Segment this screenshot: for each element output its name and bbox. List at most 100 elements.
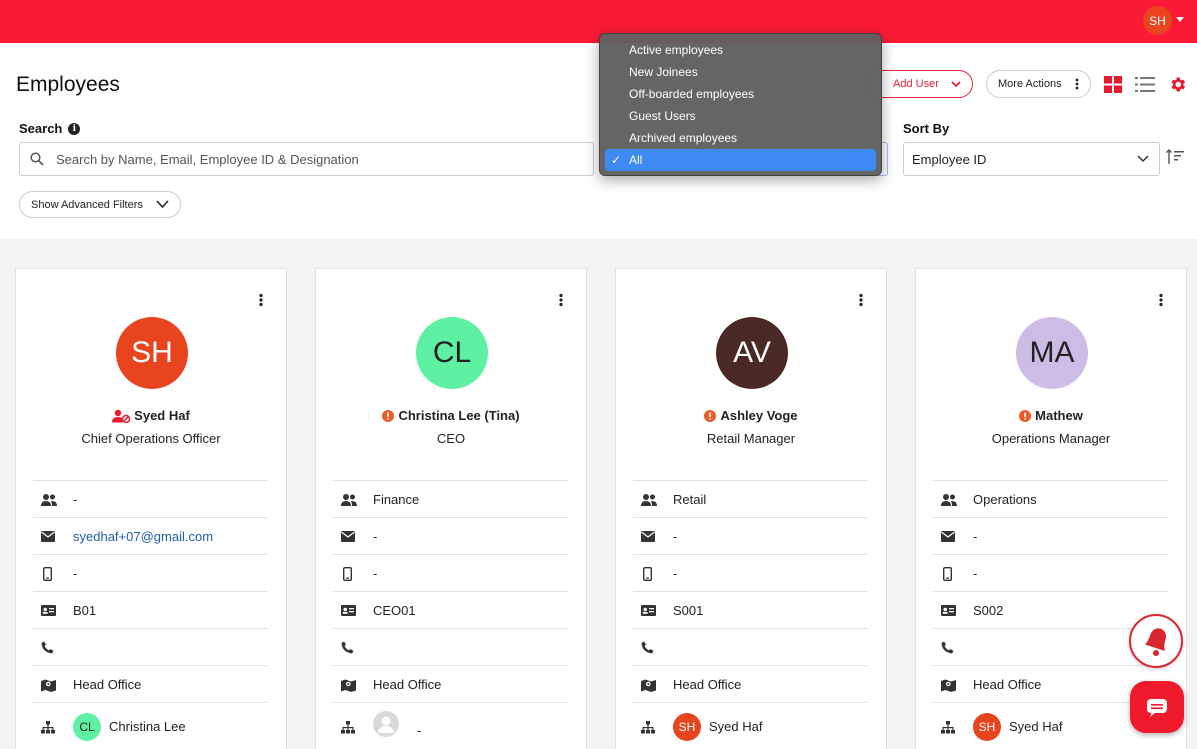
- email-row: -: [633, 517, 868, 554]
- notification-bell-button[interactable]: [1129, 614, 1183, 668]
- status-option[interactable]: ✓ All: [605, 149, 876, 171]
- manager-name[interactable]: Syed Haf: [709, 719, 763, 734]
- card-menu-icon[interactable]: [259, 293, 263, 307]
- phone-row: [933, 628, 1168, 665]
- mobile-icon: [42, 566, 57, 582]
- sort-by-select[interactable]: Employee ID: [903, 142, 1160, 176]
- employee-name[interactable]: Christina Lee (Tina): [398, 408, 520, 423]
- mobile-icon: [942, 566, 957, 582]
- status-option[interactable]: Active employees: [605, 39, 876, 61]
- department-value: Finance: [373, 491, 420, 507]
- department-row: Retail: [633, 480, 868, 517]
- status-option-label: New Joinees: [629, 65, 698, 79]
- manager-avatar-placeholder-icon: [373, 711, 399, 737]
- location-value: Head Office: [973, 676, 1042, 692]
- checkmark-icon: ✓: [611, 153, 622, 167]
- employee-designation: Retail Manager: [706, 431, 796, 446]
- email-row: -: [333, 517, 568, 554]
- email-value: -: [973, 528, 978, 544]
- employee-name-row[interactable]: Mathew: [916, 408, 1186, 423]
- manager-avatar[interactable]: SH: [673, 713, 701, 741]
- email-icon: [41, 530, 55, 544]
- location-row: Head Office: [633, 665, 868, 702]
- employee-status-dropdown: Active employees New Joinees Off-boarded e…: [599, 33, 882, 176]
- user-lock-icon: [112, 409, 131, 423]
- search-icon: [30, 152, 44, 166]
- card-menu-icon[interactable]: [859, 293, 863, 307]
- employee-details: Retail - - S001 Head Office SH Syed Haf: [633, 480, 868, 749]
- show-advanced-filters-button[interactable]: Show Advanced Filters: [19, 191, 181, 218]
- chevron-down-icon: [951, 81, 961, 88]
- info-icon[interactable]: i: [68, 122, 81, 135]
- employee-avatar[interactable]: AV: [716, 317, 788, 389]
- search-input[interactable]: [56, 143, 586, 175]
- employee-designation: Operations Manager: [991, 431, 1111, 446]
- mobile-value: -: [973, 565, 978, 581]
- email-icon: [341, 530, 355, 544]
- mobile-row: -: [333, 554, 568, 591]
- page-header: Employees Add User More Actions Search i…: [0, 43, 1197, 239]
- employee-card[interactable]: AV Ashley Voge Retail Manager Retail - -…: [615, 268, 887, 749]
- employee-name[interactable]: Ashley Voge: [720, 408, 798, 423]
- employee-avatar[interactable]: MA: [1016, 317, 1088, 389]
- employee-id-row: S002: [933, 591, 1168, 628]
- phone-row: [633, 628, 868, 665]
- employee-card[interactable]: MA Mathew Operations Manager Operations …: [915, 268, 1187, 749]
- employee-name-row[interactable]: Christina Lee (Tina): [316, 408, 586, 423]
- card-menu-icon[interactable]: [1159, 293, 1163, 307]
- user-avatar[interactable]: SH: [1143, 6, 1172, 35]
- chat-button[interactable]: [1130, 681, 1184, 733]
- search-field[interactable]: [19, 142, 594, 176]
- manager-avatar[interactable]: SH: [973, 713, 1001, 741]
- phone-row: [33, 628, 268, 665]
- search-label-text: Search: [19, 121, 63, 136]
- employee-details: Finance - - CEO01 Head Office -: [333, 480, 568, 749]
- gear-icon[interactable]: [1168, 75, 1187, 94]
- email-value[interactable]: syedhaf+07@gmail.com: [73, 528, 214, 544]
- status-option[interactable]: New Joinees: [605, 61, 876, 83]
- manager-row: CL Christina Lee: [33, 702, 268, 749]
- employee-details: - syedhaf+07@gmail.com - B01 Head Office…: [33, 480, 268, 749]
- employee-id-row: S001: [633, 591, 868, 628]
- more-actions-button[interactable]: More Actions: [986, 70, 1091, 98]
- user-menu-caret-icon[interactable]: [1176, 17, 1184, 22]
- employee-id-value: S001: [673, 602, 704, 618]
- org-chart-icon: [941, 721, 955, 735]
- employee-avatar[interactable]: SH: [116, 317, 188, 389]
- phone-icon: [641, 641, 655, 655]
- employee-name-row[interactable]: Syed Haf: [16, 408, 286, 423]
- status-option-label: Off-boarded employees: [629, 87, 755, 101]
- search-label: Search i: [19, 121, 81, 136]
- alert-icon: [382, 409, 395, 422]
- employee-designation: CEO: [436, 431, 466, 446]
- manager-name[interactable]: Syed Haf: [1009, 719, 1063, 734]
- id-card-icon: [341, 604, 356, 618]
- add-user-button[interactable]: Add User: [865, 70, 973, 98]
- advanced-filters-label: Show Advanced Filters: [31, 198, 143, 211]
- chevron-down-icon: [156, 200, 169, 209]
- list-view-icon[interactable]: [1135, 76, 1155, 93]
- employee-name-row[interactable]: Ashley Voge: [616, 408, 886, 423]
- grid-view-icon[interactable]: [1104, 76, 1122, 93]
- more-actions-label: More Actions: [998, 78, 1062, 90]
- status-option[interactable]: Guest Users: [605, 105, 876, 127]
- status-option[interactable]: Off-boarded employees: [605, 83, 876, 105]
- sort-direction-icon[interactable]: [1166, 149, 1184, 165]
- department-value: -: [73, 491, 78, 507]
- employee-name[interactable]: Syed Haf: [134, 408, 190, 423]
- employee-card[interactable]: CL Christina Lee (Tina) CEO Finance - - …: [315, 268, 587, 749]
- manager-avatar[interactable]: CL: [73, 713, 101, 741]
- page-title: Employees: [16, 73, 120, 96]
- employee-name[interactable]: Mathew: [1035, 408, 1083, 423]
- manager-name[interactable]: Christina Lee: [109, 719, 186, 734]
- employee-card[interactable]: SH Syed Haf Chief Operations Officer - s…: [15, 268, 287, 749]
- id-card-icon: [941, 604, 956, 618]
- status-option[interactable]: Archived employees: [605, 127, 876, 149]
- email-value: -: [673, 528, 678, 544]
- employee-details: Operations - - S002 Head Office SH Syed …: [933, 480, 1168, 749]
- department-icon: [941, 493, 957, 507]
- location-row: Head Office: [933, 665, 1168, 702]
- card-menu-icon[interactable]: [559, 293, 563, 307]
- employee-avatar[interactable]: CL: [416, 317, 488, 389]
- mobile-icon: [342, 566, 357, 582]
